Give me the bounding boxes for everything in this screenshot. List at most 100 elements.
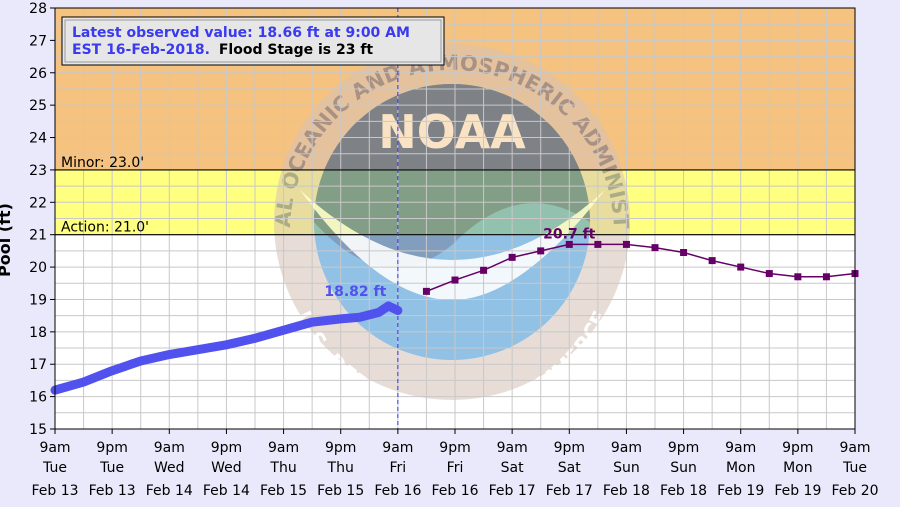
x-tick-day: Tue [842,460,867,476]
x-tick-time: 9pm [782,440,813,456]
x-tick-time: 9am [154,440,185,456]
observed-point [393,306,402,315]
x-tick-date: Feb 15 [260,483,307,499]
forecast-point [451,276,459,284]
forecast-point [794,273,802,281]
x-tick-day: Tue [99,460,124,476]
x-tick-date: Feb 19 [717,483,764,499]
y-tick-label: 17 [29,357,47,373]
observed-point [193,345,202,354]
x-tick-date: Feb 13 [89,483,136,499]
x-tick-day: Fri [447,460,464,476]
x-tick-date: Feb 16 [431,483,478,499]
y-tick-label: 27 [29,33,47,49]
x-tick-date: Feb 17 [546,483,593,499]
x-tick-day: Sun [670,460,697,476]
forecast-point [622,240,630,248]
observed-point [79,378,88,387]
x-tick-day: Sat [558,460,581,476]
observed-point [355,313,364,322]
observed-point [374,308,383,317]
stage-lines: Minor: 23.0' Action: 21.0' [55,155,855,236]
info-date: EST 16-Feb-2018. [72,42,210,58]
forecast-line [426,243,856,293]
watermark-globe-upper [314,84,590,268]
info-line2: EST 16-Feb-2018. Flood Stage is 23 ft [72,42,373,58]
y-tick-label: 20 [29,260,47,276]
x-tick-day: Wed [154,460,185,476]
x-tick-date: Feb 14 [203,483,250,499]
y-tick-label: 25 [29,98,47,114]
x-tick-time: 9pm [554,440,585,456]
x-tick-date: Feb 19 [774,483,821,499]
x-tick-time: 9pm [439,440,470,456]
x-tick-day: Mon [726,460,756,476]
y-tick-label: 19 [29,292,47,308]
forecast-point [765,270,773,278]
observed-point [108,366,117,375]
info-box: Latest observed value: 18.66 ft at 9:00 … [61,16,445,66]
x-tick-time: 9pm [211,440,242,456]
x-tick-time: 9am [611,440,642,456]
y-axis: 15 16 17 18 19 20 21 22 23 24 25 26 27 28 [29,1,55,438]
y-tick-label: 23 [29,163,47,179]
forecast-point [594,240,602,248]
y-tick-label: 16 [29,390,47,406]
x-tick-date: Feb 14 [146,483,193,499]
x-tick-day: Sun [613,460,640,476]
forecast-point [422,287,430,295]
forecast-point [480,266,488,274]
forecast-crest-label: 20.7 ft [543,226,596,242]
observed-point [165,350,174,359]
y-tick-label: 28 [29,1,47,17]
observed-point [279,326,288,335]
x-tick-time: 9pm [668,440,699,456]
x-tick-day: Sat [501,460,524,476]
forecast-point [737,263,745,271]
x-tick-time: 9am [39,440,70,456]
observed-point [336,314,345,323]
x-tick-time: 9am [268,440,299,456]
x-tick-day: Tue [42,460,67,476]
forecast-point [537,247,545,255]
x-tick-day: Thu [269,460,296,476]
forecast-point [565,240,573,248]
y-tick-label: 15 [29,422,47,438]
info-flood-stage: Flood Stage is 23 ft [219,42,374,58]
x-tick-date: Feb 15 [317,483,364,499]
x-tick-date: Feb 18 [660,483,707,499]
y-tick-label: 18 [29,325,47,341]
forecast-point [680,249,688,257]
y-tick-label: 26 [29,66,47,82]
x-tick-day: Wed [211,460,242,476]
x-tick-date: Feb 16 [374,483,421,499]
y-tick-label: 21 [29,228,47,244]
stage-label-minor: Minor: 23.0' [61,155,144,171]
y-tick-label: 22 [29,195,47,211]
observed-point [251,334,259,343]
observed-point [222,340,231,349]
series-layer [50,240,859,395]
forecast-point [651,244,659,252]
x-axis: 9am Tue Feb 13 9pm Tue Feb 13 9am Wed Feb 14 9pm W… [31,429,879,499]
x-tick-time: 9pm [325,440,356,456]
info-latest-observed: Latest observed value: 18.66 ft at 9:00 … [72,25,410,41]
forecast-point [822,273,830,281]
stage-label-action: Action: 21.0' [61,220,149,236]
watermark-noaa-text: NOAA [378,105,526,159]
y-tick-label: 24 [29,131,47,147]
x-tick-time: 9am [839,440,870,456]
forecast-point [708,257,716,265]
observed-point [384,301,393,310]
observed-point [136,356,145,365]
x-tick-day: Mon [783,460,813,476]
forecast-point [508,253,516,261]
info-box-frame [61,16,445,66]
observed-crest-label: 18.82 ft [324,284,386,300]
x-tick-date: Feb 13 [31,483,78,499]
observed-point [308,318,317,327]
x-tick-time: 9am [725,440,756,456]
x-tick-time: 9pm [96,440,127,456]
x-tick-date: Feb 17 [489,483,536,499]
